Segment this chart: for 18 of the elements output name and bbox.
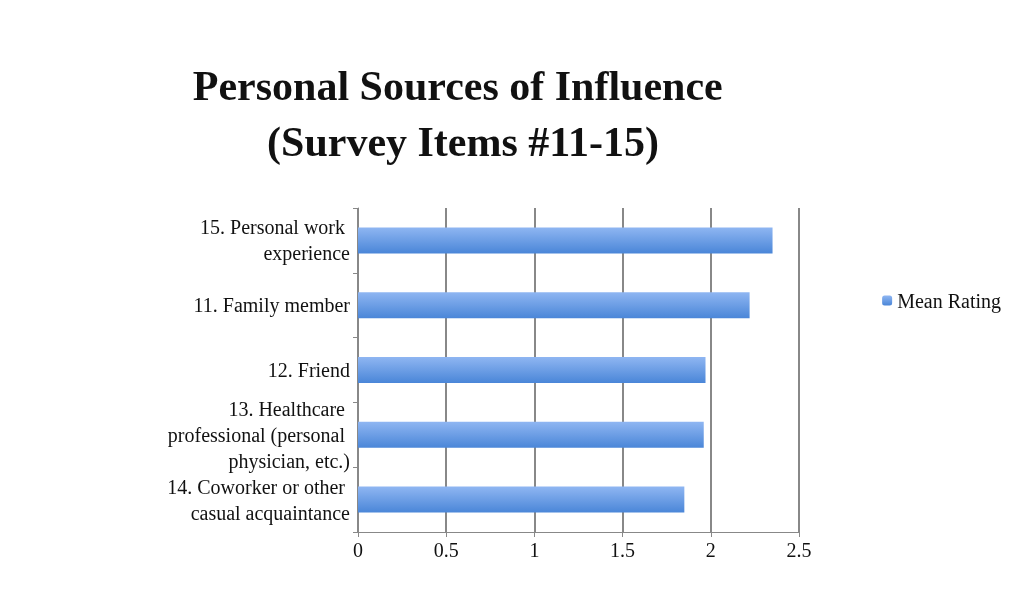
x-tick-label: 1.5: [610, 539, 636, 561]
x-tick-label: 0.5: [433, 539, 459, 561]
bar: [358, 357, 706, 383]
chart-title: Personal Sources of Influence (Survey Items #11-15): [192, 63, 734, 166]
x-tick-label: 2: [705, 539, 716, 561]
y-tick-label: 13. Healthcare professional (personal physician, etc.): [167, 397, 350, 473]
x-tick-label: 1: [529, 539, 540, 561]
x-tick-label: 0: [353, 539, 363, 561]
legend-label: Mean Rating: [897, 289, 1002, 313]
x-tick-label: 2.5: [786, 539, 812, 561]
y-tick-label: 15. Personal work experience: [200, 216, 351, 266]
bar: [358, 421, 704, 448]
bar: [358, 292, 750, 319]
bar: [358, 227, 773, 254]
y-tick-label: 12. Friend: [267, 359, 350, 381]
bar: [358, 486, 685, 513]
y-tick-label: 11. Family member: [193, 294, 351, 318]
y-tick-label: 14. Coworker or other casual acquaintance: [167, 475, 351, 525]
